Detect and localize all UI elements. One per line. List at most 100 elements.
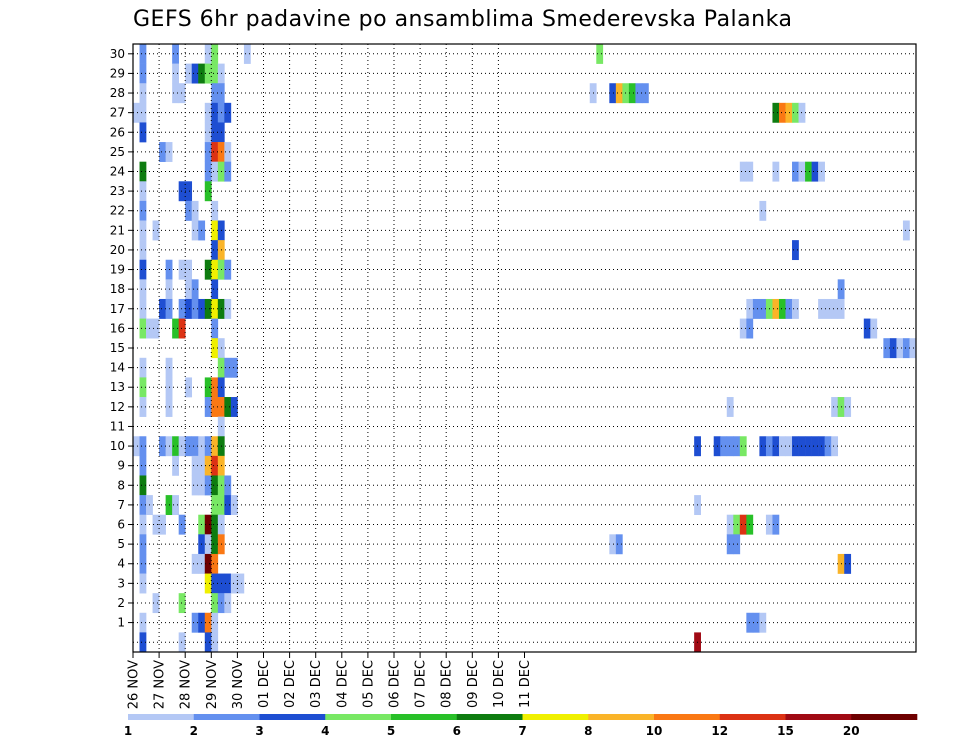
colorbar-swatch — [456, 714, 523, 720]
heatmap-cell — [778, 298, 786, 319]
y-tick-label: 10 — [110, 439, 125, 453]
x-tick-label: 28 NOV — [179, 660, 194, 709]
y-tick-label: 9 — [117, 459, 125, 473]
heatmap-cell — [211, 200, 219, 221]
heatmap-cell — [178, 181, 186, 202]
heatmap-cell — [139, 102, 147, 123]
heatmap-cell — [204, 298, 212, 319]
y-tick-label: 2 — [117, 596, 125, 610]
colorbar-swatch — [719, 714, 786, 720]
heatmap-cell — [211, 298, 219, 319]
heatmap-cell — [211, 142, 219, 162]
heatmap-cell — [172, 436, 179, 457]
heatmap-cell — [792, 161, 799, 182]
heatmap-cell — [185, 63, 193, 84]
heatmap-cell — [211, 514, 219, 535]
heatmap-cell — [224, 573, 232, 594]
heatmap-cell — [139, 298, 147, 319]
heatmap-cell — [224, 357, 232, 378]
heatmap-cell — [902, 220, 910, 241]
heatmap-cell — [752, 612, 760, 633]
heatmap-cell — [211, 279, 219, 300]
heatmap-cell — [224, 593, 232, 614]
x-tick-label: 05 DEC — [361, 660, 376, 708]
colorbar-label: 6 — [453, 724, 461, 738]
y-tick-label: 21 — [110, 223, 125, 237]
colorbar-label: 7 — [518, 724, 526, 738]
heatmap-cell — [139, 259, 147, 280]
colorbar-label: 4 — [321, 724, 329, 738]
heatmap-cell — [902, 338, 910, 359]
colorbar-swatch — [391, 714, 458, 720]
y-tick-label: 20 — [110, 243, 125, 257]
heatmap-cell — [792, 298, 799, 319]
heatmap-cell — [139, 181, 147, 202]
heatmap-cell — [792, 240, 799, 261]
y-tick-label: 8 — [117, 478, 125, 492]
heatmap-cell — [159, 436, 166, 457]
y-tick-label: 30 — [110, 47, 125, 61]
heatmap-cell — [204, 455, 212, 476]
heatmap-cell — [739, 436, 747, 457]
heatmap-cell — [237, 573, 245, 594]
heatmap-cell — [204, 553, 212, 574]
heatmap-cell — [178, 298, 186, 319]
heatmap-cell — [178, 436, 186, 457]
heatmap-cell — [191, 279, 199, 300]
heatmap-cell — [204, 102, 212, 123]
heatmap-cell — [191, 298, 199, 319]
heatmap-cell — [139, 318, 147, 339]
heatmap-cell — [191, 475, 199, 496]
y-tick-label: 12 — [110, 400, 125, 414]
heatmap-cell — [811, 161, 819, 182]
heatmap-cell — [152, 514, 160, 535]
heatmap-cell — [230, 573, 238, 594]
y-tick-label: 14 — [110, 361, 125, 375]
heatmap-cell — [733, 436, 741, 457]
heatmap-cell — [211, 83, 219, 104]
heatmap-cell — [883, 338, 891, 359]
colorbar-label: 8 — [584, 724, 592, 738]
x-axis: 26 NOV 27 NOV 28 NOV 29 NOV 30 NOV 01 DEC 02 D… — [127, 652, 533, 709]
colorbar-swatch — [522, 714, 589, 720]
y-tick-label: 4 — [117, 557, 125, 571]
heatmap-cell — [139, 436, 147, 457]
heatmap-cell — [159, 142, 166, 162]
plot-frame — [132, 43, 917, 653]
heatmap-cell — [211, 495, 219, 516]
heatmap-cell — [211, 240, 219, 261]
heatmap-cell — [204, 475, 212, 496]
heatmap-cell — [785, 298, 793, 319]
heatmap-cell — [185, 436, 193, 457]
y-tick-label: 13 — [110, 380, 125, 394]
heatmap-cell — [243, 44, 251, 64]
heatmap-cell — [224, 142, 232, 162]
heatmap-cell — [211, 475, 219, 496]
heatmap-cell — [139, 553, 147, 574]
heatmap-cell — [159, 514, 166, 535]
heatmap-cell — [139, 122, 147, 143]
heatmap-cell — [172, 455, 179, 476]
heatmap-cell — [204, 514, 212, 535]
colorbar-label: 10 — [646, 724, 663, 738]
heatmap-cell — [204, 632, 212, 653]
heatmap-cell — [204, 161, 212, 182]
y-axis: 1234567891011121314151617181920212223242… — [110, 47, 133, 630]
heatmap-cell — [191, 436, 199, 457]
heatmap-cell — [733, 534, 741, 555]
x-tick-label: 07 DEC — [414, 660, 429, 708]
x-tick-label: 02 DEC — [283, 660, 298, 708]
colorbar-label: 15 — [777, 724, 794, 738]
x-tick-label: 11 DEC — [518, 660, 533, 708]
heatmap-cell — [759, 612, 767, 633]
heatmap-cell — [204, 122, 212, 143]
heatmap-cell — [831, 436, 839, 457]
colorbar-label: 12 — [711, 724, 728, 738]
heatmap-cell — [139, 240, 147, 261]
heatmap-cell — [759, 298, 767, 319]
heatmap-cell — [785, 436, 793, 457]
x-tick-label: 01 DEC — [257, 660, 272, 708]
heatmap-cell — [204, 377, 212, 398]
heatmap-cell — [792, 436, 799, 457]
